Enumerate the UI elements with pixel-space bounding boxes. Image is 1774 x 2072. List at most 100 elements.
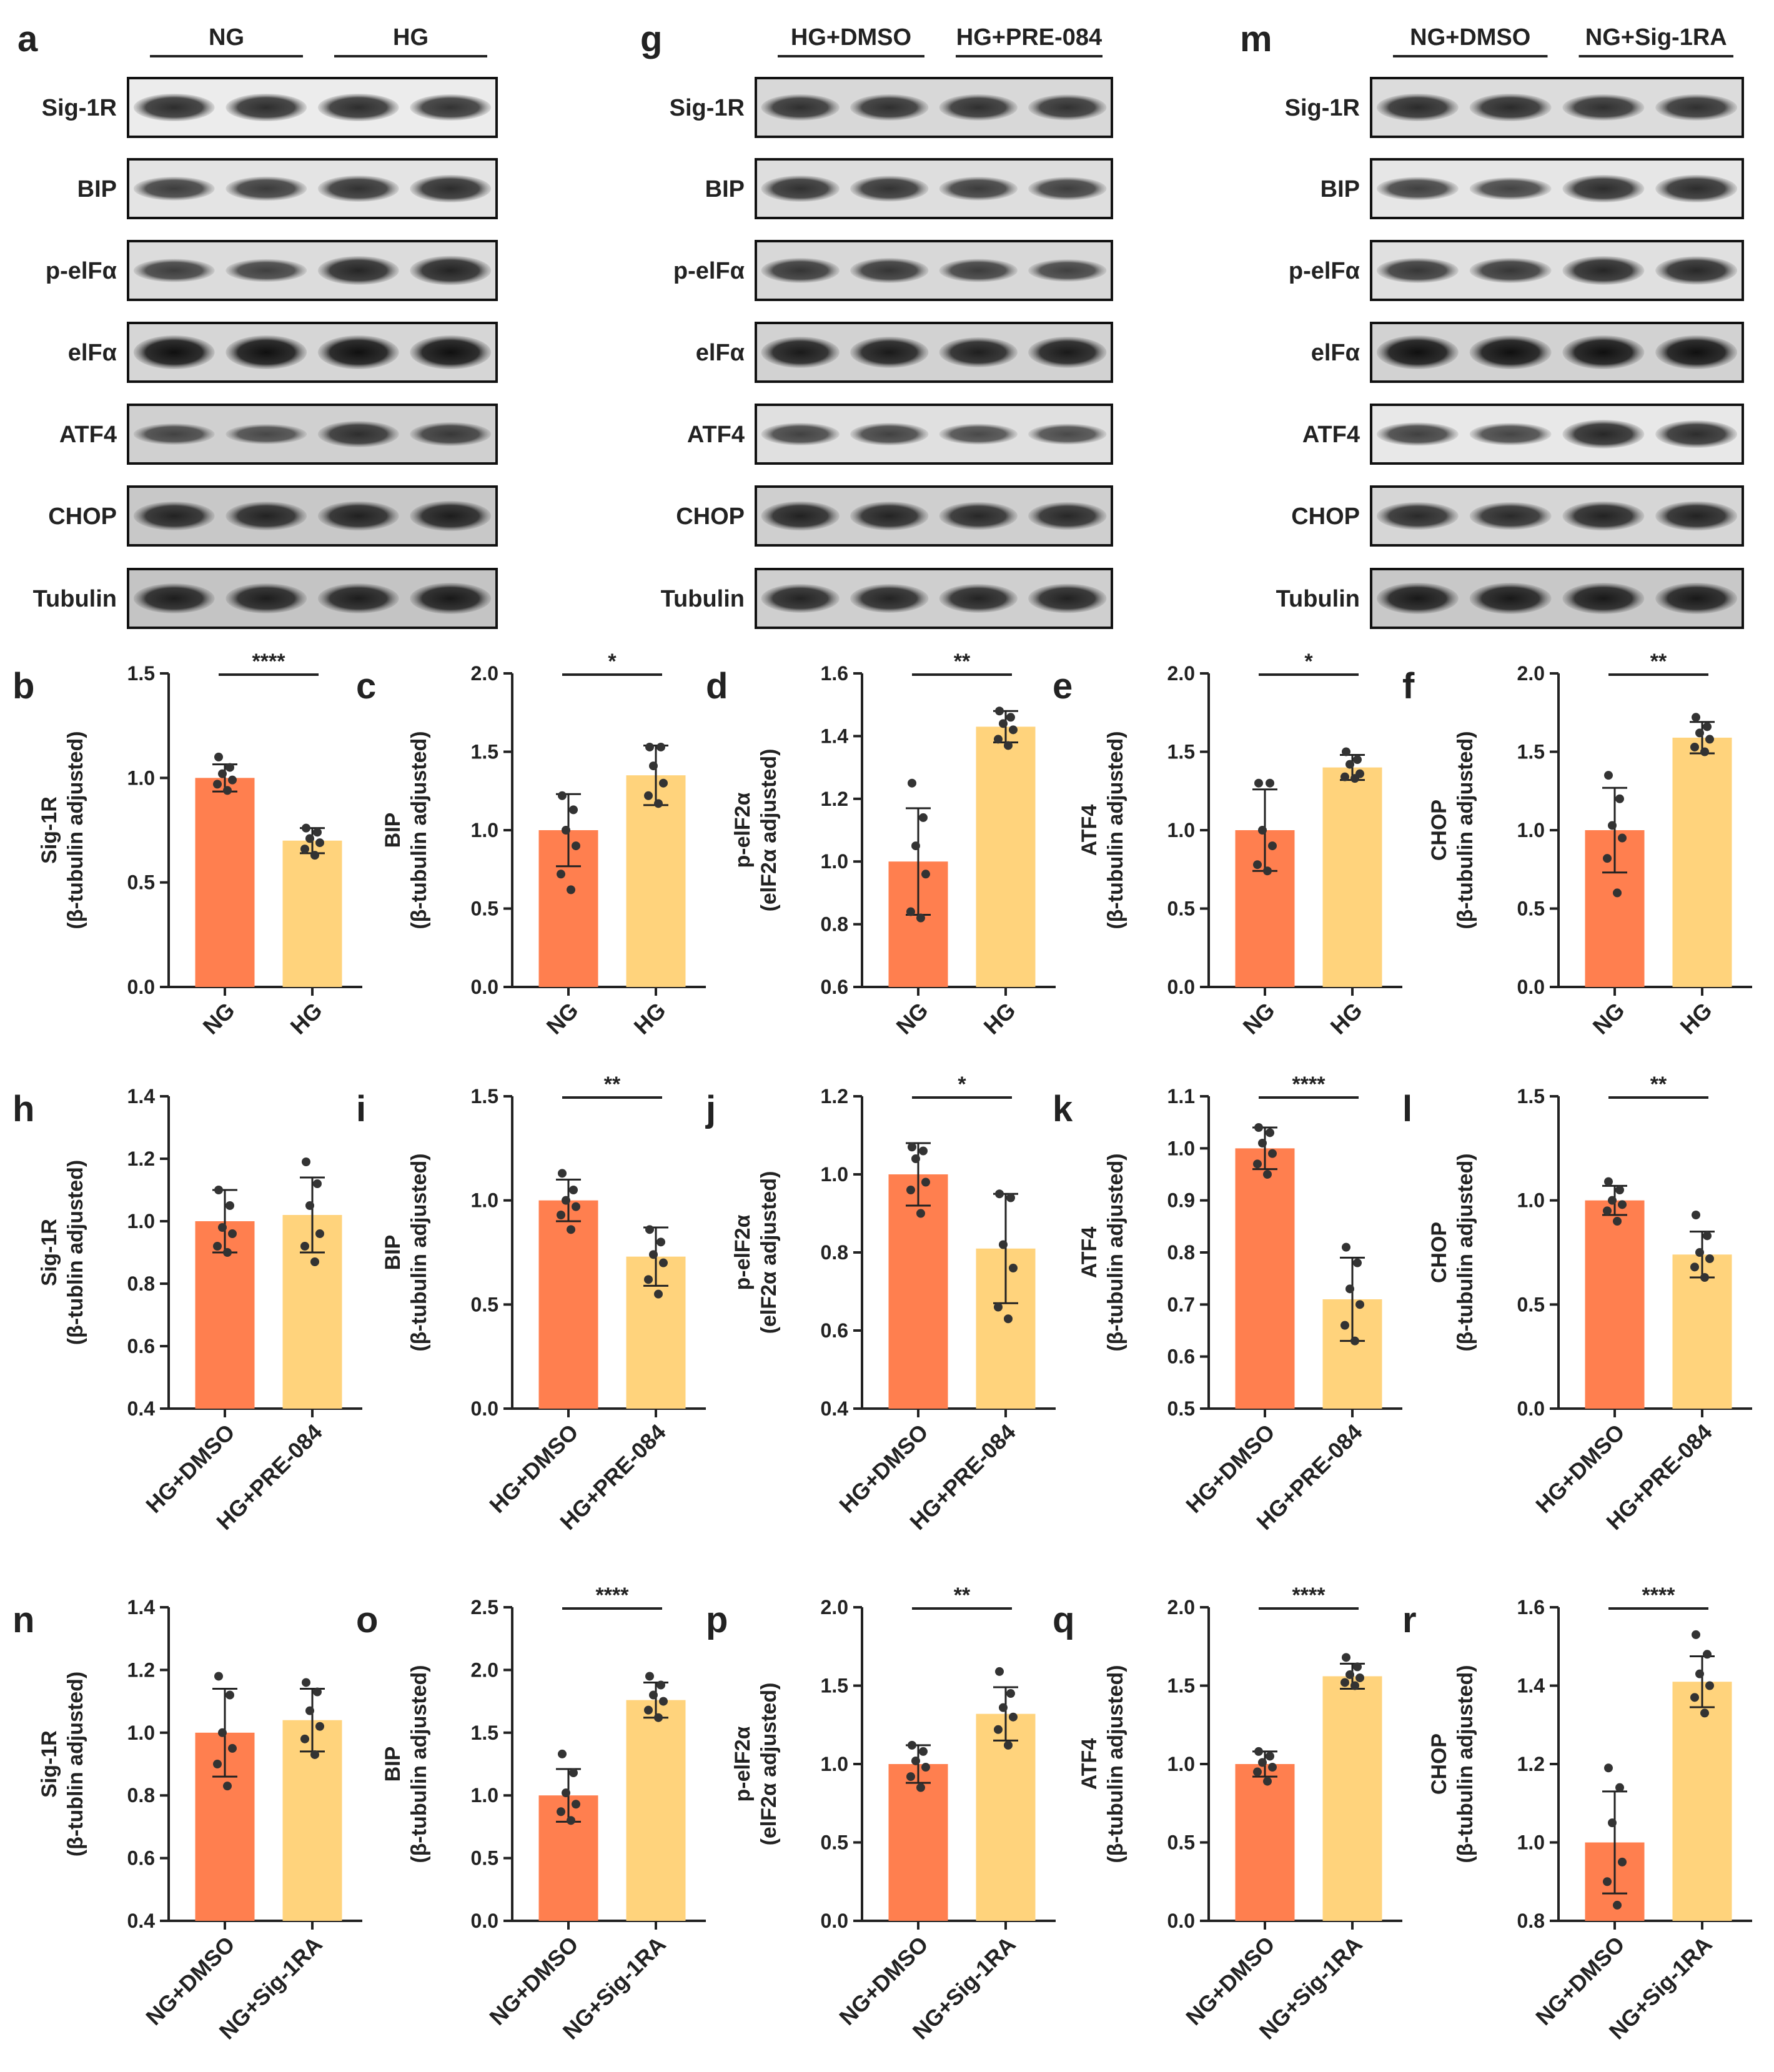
data-point [911,1154,920,1163]
data-point [1266,1128,1274,1138]
y-tick-label: 1.0 [821,1163,848,1186]
blot-band [225,335,307,369]
y-tick-label: 0.6 [1167,1346,1195,1368]
panel-letter: p [706,1600,728,1640]
blot-row-label: ATF4 [59,422,117,448]
data-point [213,780,222,789]
blot-band [410,583,492,614]
data-point [916,1783,925,1792]
data-point [994,735,1003,744]
data-point [908,778,916,788]
y-axis-title: p-elF2α [731,1726,755,1802]
y-axis-subtitle: (β-tubulin adjusted) [407,1153,431,1351]
x-category-label: HG [1325,998,1367,1039]
blot-band [410,255,492,285]
y-tick-label: 1.5 [1517,1085,1545,1108]
blot-band [133,583,215,613]
data-point [567,1816,575,1825]
y-tick-label: 0.7 [1167,1293,1195,1316]
y-tick-label: 1.0 [1517,819,1545,841]
blot-band [1376,335,1459,369]
data-point [1268,1149,1277,1158]
blot-band [1469,177,1552,200]
data-point [1355,1300,1364,1309]
data-point [1700,1708,1709,1718]
chart-panel-c: c BIP (β-tubulin adjusted) 0.0 0.5 1.0 1.5 2.0 N… [356,650,706,1039]
blot-band [1028,94,1107,121]
y-tick-label: 1.0 [127,1722,155,1744]
y-tick-label: 0.0 [127,976,155,998]
significance-stars: **** [596,1584,630,1607]
data-point [911,841,920,851]
blot-row-label: BIP [1321,176,1360,202]
y-tick-label: 0.5 [1167,1397,1195,1420]
blot-row-label: elFα [68,340,117,366]
y-axis-title: BIP [381,813,405,848]
y-tick-label: 1.5 [471,1085,498,1108]
data-point [921,870,930,879]
blot-band [317,583,399,613]
data-point [644,1275,653,1284]
blot-band [1562,420,1645,449]
data-point [572,1800,580,1809]
panel-letter: a [17,19,38,59]
y-axis-title: Sig-1R [37,1219,61,1286]
blot-band [1655,256,1738,285]
blot-band [410,94,492,121]
significance-stars: ** [1650,1073,1667,1096]
data-point [649,761,658,771]
y-tick-label: 0.5 [1517,1293,1545,1316]
blot-row-label: p-elFα [46,258,117,284]
chart-panel-o: o BIP (β-tubulin adjusted) 0.0 0.5 1.0 1.5 2.0 2… [356,1584,706,2045]
blot-band [1469,258,1552,283]
data-point [1615,794,1624,803]
data-point [994,1725,1003,1734]
data-point [659,1697,668,1706]
data-point [1604,1177,1613,1186]
data-point [562,826,570,835]
y-axis-title: Sig-1R [37,1730,61,1798]
y-axis-subtitle: (β-tubulin adjusted) [1104,731,1127,929]
data-point [313,1687,322,1697]
data-point [908,1143,916,1152]
blot-band [410,422,492,446]
y-tick-label: 0.4 [127,1910,156,1932]
y-tick-label: 1.0 [821,850,848,873]
y-tick-label: 0.4 [127,1397,156,1420]
y-tick-label: 1.0 [471,1784,498,1807]
y-tick-label: 0.5 [471,1847,498,1870]
blot-band [1562,175,1645,202]
data-point [214,752,223,761]
panel-letter: r [1402,1600,1417,1640]
data-point [921,1763,930,1772]
panel-letter: q [1053,1600,1074,1640]
panel-letter: c [356,666,376,706]
data-point [999,1240,1008,1249]
bar-treatment [1322,1676,1382,1921]
y-axis-subtitle: (elF2α adjusted) [757,1683,781,1846]
blot-band [761,337,840,368]
data-point [1004,1740,1013,1750]
y-tick-label: 1.0 [1167,1753,1195,1775]
data-point [223,786,232,795]
blot-band [1469,94,1552,121]
chart-panel-e: e ATF4 (β-tubulin adjusted) 0.0 0.5 1.0 1.5 2.0… [1053,650,1402,1039]
x-category-label: HG [1675,998,1717,1039]
data-point [999,1703,1008,1712]
blot-band [225,583,307,613]
blot-band [410,500,492,532]
y-tick-label: 0.5 [1517,898,1545,920]
data-point [1618,833,1627,843]
data-point [1004,1314,1013,1324]
blot-band [1028,177,1107,201]
data-point [1705,1681,1714,1690]
y-tick-label: 1.6 [1517,1596,1545,1618]
blot-band [1028,583,1107,613]
data-point [1340,1321,1349,1330]
blot-band [317,335,399,369]
data-point [300,845,309,854]
data-point [659,1258,668,1267]
blot-band [850,502,929,530]
blot-panel-m: m NG+DMSO NG+Sig-1RA Sig-1R BIP p-elFα elFα ATF… [1240,19,1744,629]
group-label: HG [393,24,429,51]
